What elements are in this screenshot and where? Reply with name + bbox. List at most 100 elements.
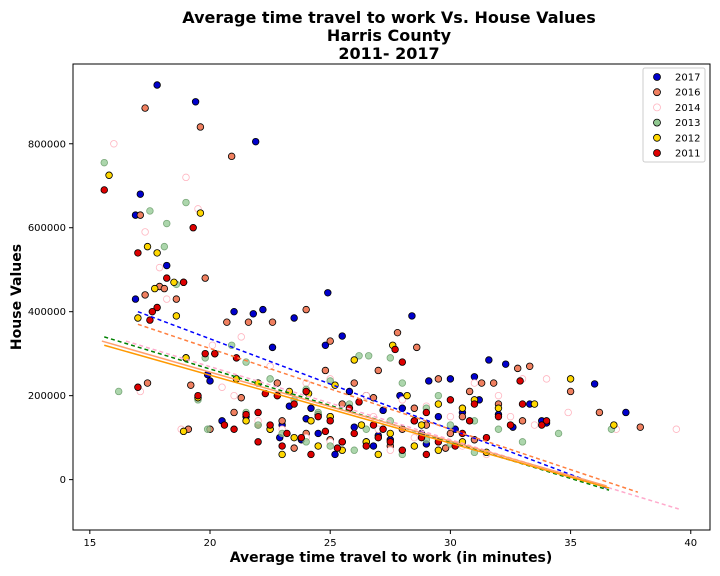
data-point-2011 [398,358,407,366]
data-point-2011 [494,412,503,421]
data-point-2012 [458,404,467,412]
data-point-2017 [446,375,455,383]
data-point-2016 [595,408,604,417]
data-point-2011 [290,400,298,408]
data-point-2016 [172,295,181,303]
data-point-2017 [331,450,339,459]
data-point-2017 [314,429,322,438]
data-point-2013 [350,446,358,454]
trend-line-2011 [101,340,607,487]
data-point-2016 [566,387,575,396]
data-point-2011 [350,429,358,438]
trend-line-2012 [104,344,610,489]
data-point-2016 [160,284,169,293]
legend-label-2011: 2011 [675,149,700,160]
y-axis-ticks: 0 200000 400000 600000 800000 [28,139,73,486]
data-point-2016 [290,444,298,452]
points-layer [100,81,681,459]
y-tick-label: 200000 [28,391,66,402]
data-point-2012 [530,400,539,408]
data-point-2014 [506,412,515,421]
data-point-2017 [153,81,161,89]
data-point-2016 [201,274,209,282]
legend-label-2014: 2014 [675,103,700,114]
data-point-2012 [290,433,298,442]
legend-label-2016: 2016 [675,88,700,99]
data-point-2017 [206,377,214,385]
data-point-2013 [364,352,373,360]
data-point-2017 [485,356,493,364]
legend-marker-2011 [653,149,661,157]
x-axis-ticks: 15 20 25 30 35 40 [83,530,697,549]
series-2013-points [100,158,616,459]
data-point-2014 [182,173,190,182]
data-point-2012 [242,417,250,425]
series-2017-points [131,81,630,459]
trend-layer [101,310,679,510]
data-point-2012 [307,417,315,425]
data-point-2014 [446,412,455,421]
data-point-2017 [590,380,599,388]
data-point-2017 [338,332,346,340]
data-point-2017 [324,289,332,297]
data-point-2011 [362,442,370,450]
data-point-2013 [554,429,563,438]
data-point-2011 [302,387,310,396]
data-point-2016 [477,379,486,387]
data-point-2016 [526,362,534,370]
data-point-2012 [386,429,394,438]
data-point-2012 [172,312,181,320]
data-point-2013 [182,198,190,207]
data-point-2011 [518,400,527,408]
data-point-2016 [237,394,245,402]
data-point-2011 [355,398,363,406]
data-point-2011 [446,396,455,404]
data-point-2014 [237,333,245,341]
data-point-2011 [398,446,407,454]
y-tick-label: 0 [60,475,66,486]
legend-marker-2012 [653,133,661,142]
data-point-2013 [160,242,169,251]
data-point-2016 [143,379,152,387]
data-point-2016 [227,152,236,161]
data-point-2011 [266,421,274,429]
data-point-2017 [249,310,257,318]
data-point-2013 [446,421,455,429]
data-point-2014 [230,391,238,400]
data-point-2011 [201,349,209,358]
data-point-2011 [194,391,202,400]
data-point-2016 [141,104,149,112]
data-point-2014 [530,421,539,429]
data-point-2012 [434,446,443,454]
data-point-2011 [134,249,142,257]
x-tick-label: 30 [444,538,457,549]
plot-frame [72,63,711,531]
data-point-2013 [254,421,262,429]
x-tick-label: 20 [204,538,217,549]
data-point-2012 [170,278,178,287]
data-point-2011 [374,433,382,442]
data-point-2014 [542,375,551,383]
chart-title-line-3: 2011- 2017 [338,44,439,63]
series-2016-points [136,104,644,452]
data-point-2014 [410,433,419,442]
x-axis-label: Average time travel to work (in minutes) [230,550,553,566]
data-point-2016 [302,305,310,314]
data-point-2014 [141,228,149,236]
data-point-2012 [105,171,113,179]
data-point-2011 [338,438,346,446]
data-point-2011 [100,186,108,194]
x-tick-label: 15 [83,538,96,549]
data-point-2017 [470,373,479,381]
data-point-2011 [134,383,142,391]
y-tick-label: 400000 [28,307,66,318]
legend-label-2013: 2013 [675,118,700,129]
data-point-2017 [290,314,298,322]
data-point-2012 [179,427,188,436]
data-point-2016 [223,318,231,326]
data-point-2013 [163,219,171,228]
data-point-2016 [369,394,378,402]
data-point-2011 [314,412,322,421]
data-point-2011 [307,450,315,459]
data-point-2012 [153,249,161,257]
